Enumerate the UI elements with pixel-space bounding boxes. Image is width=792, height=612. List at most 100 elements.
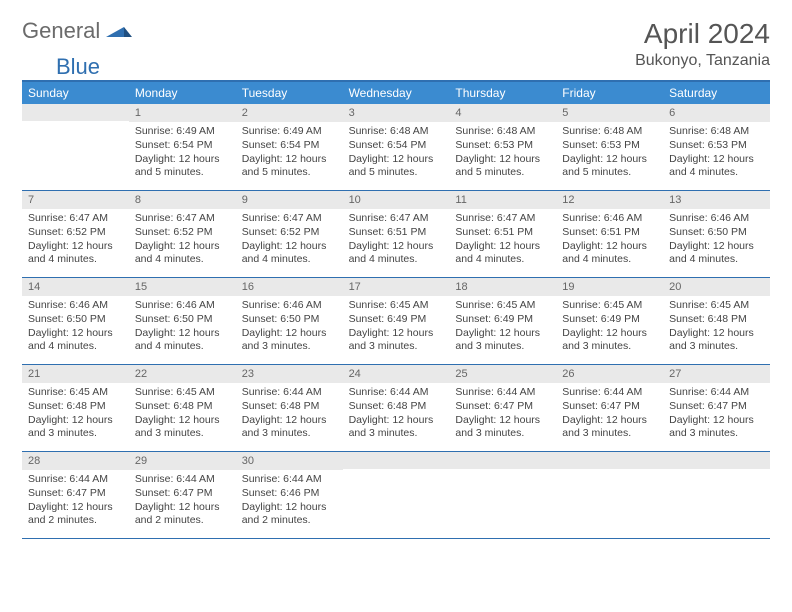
day-content: Sunrise: 6:46 AMSunset: 6:51 PMDaylight:…	[556, 209, 663, 273]
logo-mark-icon	[106, 21, 132, 42]
daylight-line: Daylight: 12 hours and 3 minutes.	[242, 327, 337, 354]
day-number	[663, 452, 770, 469]
sunrise-line: Sunrise: 6:44 AM	[135, 473, 230, 487]
sunrise-line: Sunrise: 6:46 AM	[562, 212, 657, 226]
sunset-line: Sunset: 6:50 PM	[28, 313, 123, 327]
day-cell: 18Sunrise: 6:45 AMSunset: 6:49 PMDayligh…	[449, 278, 556, 364]
sunset-line: Sunset: 6:52 PM	[242, 226, 337, 240]
day-number: 2	[236, 104, 343, 122]
day-cell: 14Sunrise: 6:46 AMSunset: 6:50 PMDayligh…	[22, 278, 129, 364]
day-number: 29	[129, 452, 236, 470]
day-content: Sunrise: 6:49 AMSunset: 6:54 PMDaylight:…	[129, 122, 236, 186]
daylight-line: Daylight: 12 hours and 3 minutes.	[669, 414, 764, 441]
day-cell: 17Sunrise: 6:45 AMSunset: 6:49 PMDayligh…	[343, 278, 450, 364]
day-number: 19	[556, 278, 663, 296]
day-number	[449, 452, 556, 469]
daylight-line: Daylight: 12 hours and 2 minutes.	[135, 501, 230, 528]
daylight-line: Daylight: 12 hours and 3 minutes.	[562, 327, 657, 354]
daylight-line: Daylight: 12 hours and 3 minutes.	[349, 414, 444, 441]
sunrise-line: Sunrise: 6:47 AM	[28, 212, 123, 226]
day-number: 18	[449, 278, 556, 296]
day-number: 23	[236, 365, 343, 383]
day-content: Sunrise: 6:49 AMSunset: 6:54 PMDaylight:…	[236, 122, 343, 186]
sunset-line: Sunset: 6:53 PM	[455, 139, 550, 153]
sunrise-line: Sunrise: 6:45 AM	[349, 299, 444, 313]
day-content: Sunrise: 6:44 AMSunset: 6:47 PMDaylight:…	[22, 470, 129, 534]
title-block: April 2024 Bukonyo, Tanzania	[635, 18, 770, 70]
month-title: April 2024	[635, 18, 770, 50]
sunset-line: Sunset: 6:48 PM	[669, 313, 764, 327]
daylight-line: Daylight: 12 hours and 5 minutes.	[455, 153, 550, 180]
day-cell: 19Sunrise: 6:45 AMSunset: 6:49 PMDayligh…	[556, 278, 663, 364]
week-row: 7Sunrise: 6:47 AMSunset: 6:52 PMDaylight…	[22, 191, 770, 278]
sunrise-line: Sunrise: 6:44 AM	[242, 473, 337, 487]
day-cell	[449, 452, 556, 538]
day-number: 5	[556, 104, 663, 122]
dow-cell: Wednesday	[343, 82, 450, 104]
day-content: Sunrise: 6:48 AMSunset: 6:53 PMDaylight:…	[449, 122, 556, 186]
day-cell: 6Sunrise: 6:48 AMSunset: 6:53 PMDaylight…	[663, 104, 770, 190]
sunset-line: Sunset: 6:48 PM	[349, 400, 444, 414]
day-content: Sunrise: 6:48 AMSunset: 6:53 PMDaylight:…	[556, 122, 663, 186]
day-cell: 20Sunrise: 6:45 AMSunset: 6:48 PMDayligh…	[663, 278, 770, 364]
sunrise-line: Sunrise: 6:47 AM	[455, 212, 550, 226]
day-number: 9	[236, 191, 343, 209]
day-content: Sunrise: 6:45 AMSunset: 6:49 PMDaylight:…	[556, 296, 663, 360]
sunrise-line: Sunrise: 6:46 AM	[28, 299, 123, 313]
logo-text-general: General	[22, 18, 100, 44]
day-number: 26	[556, 365, 663, 383]
sunset-line: Sunset: 6:50 PM	[669, 226, 764, 240]
day-cell: 11Sunrise: 6:47 AMSunset: 6:51 PMDayligh…	[449, 191, 556, 277]
day-cell: 2Sunrise: 6:49 AMSunset: 6:54 PMDaylight…	[236, 104, 343, 190]
day-content: Sunrise: 6:48 AMSunset: 6:54 PMDaylight:…	[343, 122, 450, 186]
day-content: Sunrise: 6:44 AMSunset: 6:48 PMDaylight:…	[343, 383, 450, 447]
daylight-line: Daylight: 12 hours and 4 minutes.	[669, 153, 764, 180]
day-of-week-header: SundayMondayTuesdayWednesdayThursdayFrid…	[22, 82, 770, 104]
sunrise-line: Sunrise: 6:48 AM	[349, 125, 444, 139]
week-row: 1Sunrise: 6:49 AMSunset: 6:54 PMDaylight…	[22, 104, 770, 191]
sunset-line: Sunset: 6:50 PM	[135, 313, 230, 327]
day-number: 6	[663, 104, 770, 122]
sunrise-line: Sunrise: 6:48 AM	[455, 125, 550, 139]
sunset-line: Sunset: 6:53 PM	[669, 139, 764, 153]
day-number: 22	[129, 365, 236, 383]
logo: General	[22, 18, 134, 44]
day-cell: 5Sunrise: 6:48 AMSunset: 6:53 PMDaylight…	[556, 104, 663, 190]
day-number: 11	[449, 191, 556, 209]
sunrise-line: Sunrise: 6:44 AM	[242, 386, 337, 400]
day-number: 20	[663, 278, 770, 296]
day-cell: 26Sunrise: 6:44 AMSunset: 6:47 PMDayligh…	[556, 365, 663, 451]
day-content: Sunrise: 6:44 AMSunset: 6:47 PMDaylight:…	[663, 383, 770, 447]
day-number	[22, 104, 129, 121]
day-number: 8	[129, 191, 236, 209]
day-content: Sunrise: 6:46 AMSunset: 6:50 PMDaylight:…	[236, 296, 343, 360]
day-content: Sunrise: 6:48 AMSunset: 6:53 PMDaylight:…	[663, 122, 770, 186]
sunrise-line: Sunrise: 6:45 AM	[135, 386, 230, 400]
dow-cell: Thursday	[449, 82, 556, 104]
sunset-line: Sunset: 6:53 PM	[562, 139, 657, 153]
day-number: 28	[22, 452, 129, 470]
daylight-line: Daylight: 12 hours and 4 minutes.	[562, 240, 657, 267]
daylight-line: Daylight: 12 hours and 3 minutes.	[242, 414, 337, 441]
sunrise-line: Sunrise: 6:47 AM	[349, 212, 444, 226]
daylight-line: Daylight: 12 hours and 4 minutes.	[669, 240, 764, 267]
sunset-line: Sunset: 6:47 PM	[562, 400, 657, 414]
day-number: 24	[343, 365, 450, 383]
week-row: 21Sunrise: 6:45 AMSunset: 6:48 PMDayligh…	[22, 365, 770, 452]
day-cell: 29Sunrise: 6:44 AMSunset: 6:47 PMDayligh…	[129, 452, 236, 538]
day-number: 13	[663, 191, 770, 209]
day-cell	[663, 452, 770, 538]
daylight-line: Daylight: 12 hours and 4 minutes.	[349, 240, 444, 267]
day-number	[343, 452, 450, 469]
day-content: Sunrise: 6:46 AMSunset: 6:50 PMDaylight:…	[22, 296, 129, 360]
sunrise-line: Sunrise: 6:49 AM	[242, 125, 337, 139]
daylight-line: Daylight: 12 hours and 3 minutes.	[455, 414, 550, 441]
sunrise-line: Sunrise: 6:44 AM	[349, 386, 444, 400]
day-cell: 25Sunrise: 6:44 AMSunset: 6:47 PMDayligh…	[449, 365, 556, 451]
day-content: Sunrise: 6:45 AMSunset: 6:49 PMDaylight:…	[449, 296, 556, 360]
daylight-line: Daylight: 12 hours and 3 minutes.	[349, 327, 444, 354]
daylight-line: Daylight: 12 hours and 4 minutes.	[28, 240, 123, 267]
day-cell: 24Sunrise: 6:44 AMSunset: 6:48 PMDayligh…	[343, 365, 450, 451]
daylight-line: Daylight: 12 hours and 5 minutes.	[242, 153, 337, 180]
sunset-line: Sunset: 6:49 PM	[562, 313, 657, 327]
